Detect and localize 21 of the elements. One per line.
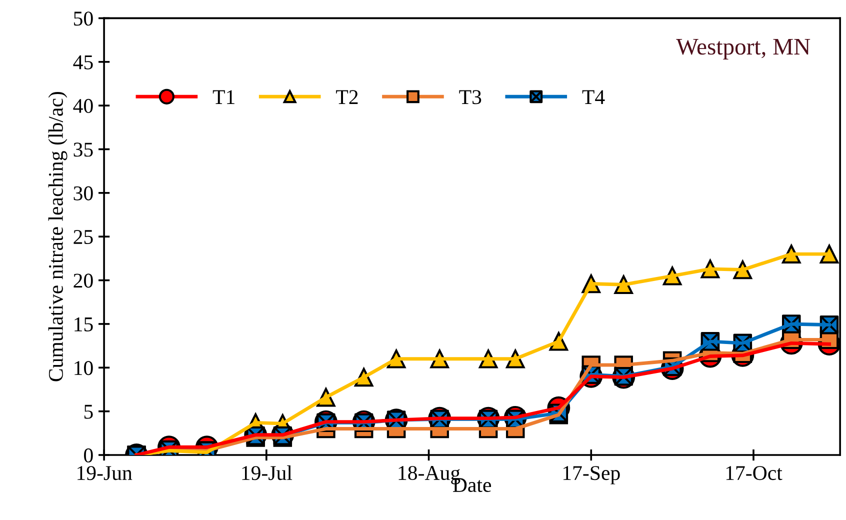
- x-tick-label: 17-Sep: [563, 466, 620, 484]
- y-tick-label: 25: [74, 230, 93, 244]
- y-tick-label: 5: [84, 404, 93, 419]
- y-tick-label: 10: [74, 361, 93, 376]
- annotation: Westport, MN: [676, 38, 810, 60]
- y-tick-label: 45: [73, 55, 93, 70]
- y-tick-label: 50: [74, 12, 93, 26]
- y-tick-label: 30: [74, 186, 93, 200]
- legend-label: T1: [212, 90, 234, 104]
- y-axis-title: Cumulative nitrate leaching (lb/ac): [48, 92, 68, 382]
- y-tick-label: 40: [73, 98, 93, 113]
- x-tick-label: 17-Oct: [726, 466, 782, 480]
- y-tick-label: 35: [74, 142, 93, 157]
- legend-label: T3: [459, 90, 482, 104]
- legend-label: T2: [336, 90, 358, 104]
- y-tick-label: 0: [84, 448, 93, 462]
- x-tick-label: 19-Jul: [242, 465, 292, 480]
- y-tick-label: 15: [74, 317, 93, 332]
- legend-label: T4: [582, 90, 605, 104]
- x-tick-label: 19-Jun: [78, 466, 132, 480]
- y-tick-label: 20: [74, 274, 93, 288]
